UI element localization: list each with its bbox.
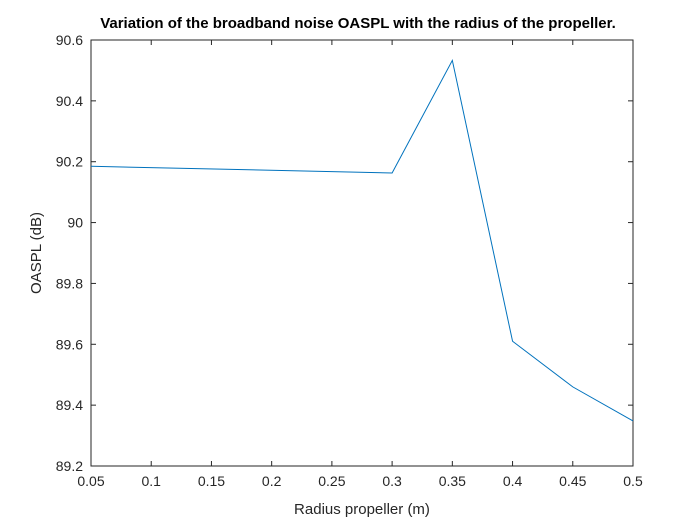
y-axis-label: OASPL (dB) bbox=[28, 212, 45, 294]
x-tick-label: 0.15 bbox=[198, 473, 225, 489]
x-tick-label: 0.1 bbox=[141, 473, 161, 489]
y-tick-label: 89.8 bbox=[56, 275, 83, 291]
plot-area bbox=[90, 39, 634, 467]
tick-marks bbox=[90, 39, 634, 467]
x-tick-label: 0.35 bbox=[439, 473, 466, 489]
x-tick-label: 0.4 bbox=[503, 473, 523, 489]
x-tick-label: 0.2 bbox=[262, 473, 282, 489]
x-tick-label: 0.5 bbox=[623, 473, 643, 489]
y-tick-label: 90.4 bbox=[56, 93, 83, 109]
x-axis-label: Radius propeller (m) bbox=[294, 501, 430, 518]
y-tick-label: 90 bbox=[67, 215, 83, 231]
y-tick-labels: 89.2 89.4 89.6 89.8 90 90.2 90.4 90.6 bbox=[56, 32, 83, 474]
y-tick-label: 89.4 bbox=[56, 397, 83, 413]
y-tick-label: 90.6 bbox=[56, 32, 83, 48]
y-tick-label: 89.2 bbox=[56, 458, 83, 474]
chart-title: Variation of the broadband noise OASPL w… bbox=[100, 15, 616, 32]
x-tick-label: 0.05 bbox=[77, 473, 104, 489]
series-line-0 bbox=[90, 58, 634, 422]
x-tick-label: 0.45 bbox=[559, 473, 586, 489]
x-tick-label: 0.3 bbox=[382, 473, 402, 489]
x-tick-label: 0.25 bbox=[318, 473, 345, 489]
y-tick-label: 89.6 bbox=[56, 336, 83, 352]
x-tick-labels: 0.05 0.1 0.15 0.2 0.25 0.3 0.35 0.4 0.45 0.5 bbox=[77, 473, 643, 489]
series-lines bbox=[90, 58, 634, 422]
y-tick-label: 90.2 bbox=[56, 154, 83, 170]
